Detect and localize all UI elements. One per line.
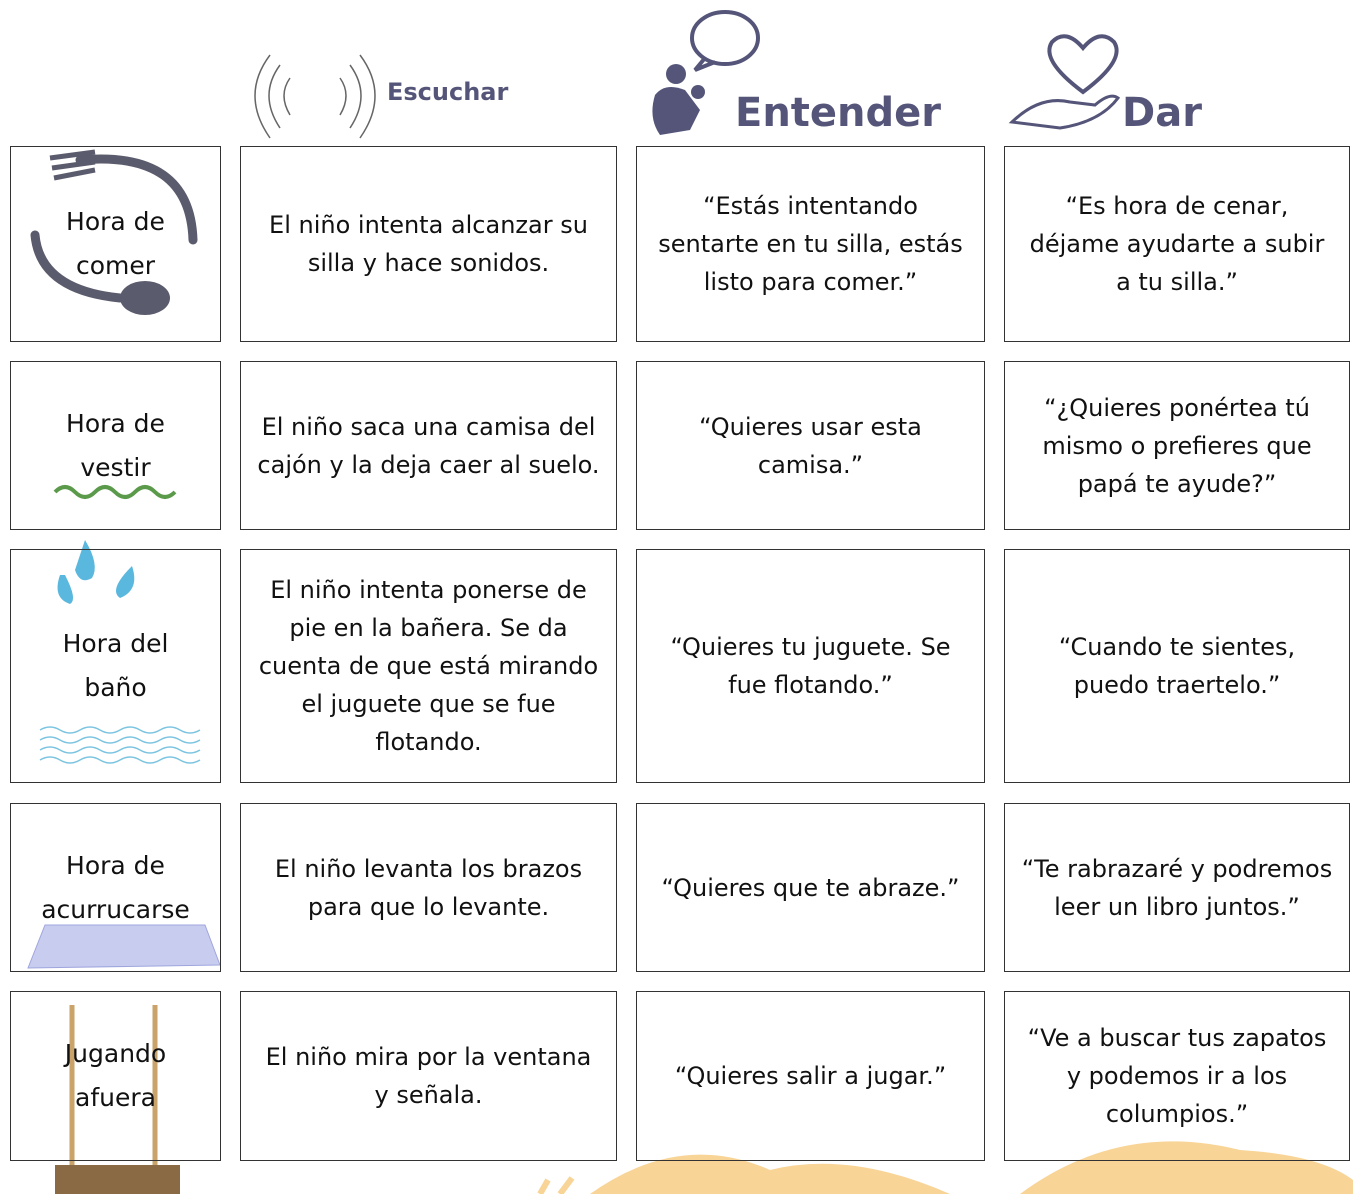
row-label: Jugando afuera [10, 991, 221, 1161]
cell-text: El niño intenta ponerse de pie en la bañ… [240, 549, 617, 783]
cell-text: “Estás intentando sentarte en tu silla, … [636, 146, 985, 342]
cell-text: “Quieres tu juguete. Se fue flotando.” [636, 549, 985, 783]
cell-text: “Quieres salir a jugar.” [636, 991, 985, 1161]
row-label: Hora de acurrucarse [10, 803, 221, 972]
row-label: Hora de comer [10, 146, 221, 342]
cell-text: “Quieres usar esta camisa.” [636, 361, 985, 530]
cell-text: “¿Quieres ponértea tú mismo o prefieres … [1004, 361, 1350, 530]
row-label: Hora de vestir [10, 361, 221, 530]
column-header: Escuchar [387, 78, 509, 106]
cell-text: El niño saca una camisa del cajón y la d… [240, 361, 617, 530]
cell-text: “Es hora de cenar, déjame ayudarte a sub… [1004, 146, 1350, 342]
cell-text: “Quieres que te abraze.” [636, 803, 985, 972]
cell-text: “Ve a buscar tus zapatos y podemos ir a … [1004, 991, 1350, 1161]
row-label: Hora del baño [10, 549, 221, 783]
cell-text: El niño mira por la ventana y señala. [240, 991, 617, 1161]
cell-text: “Cuando te sientes, puedo traertelo.” [1004, 549, 1350, 783]
column-header: Entender [735, 90, 942, 136]
cell-text: “Te rabrazaré y podremos leer un libro j… [1004, 803, 1350, 972]
column-header: Dar [1122, 90, 1202, 136]
cell-text: El niño intenta alcanzar su silla y hace… [240, 146, 617, 342]
cell-text: El niño levanta los brazos para que lo l… [240, 803, 617, 972]
